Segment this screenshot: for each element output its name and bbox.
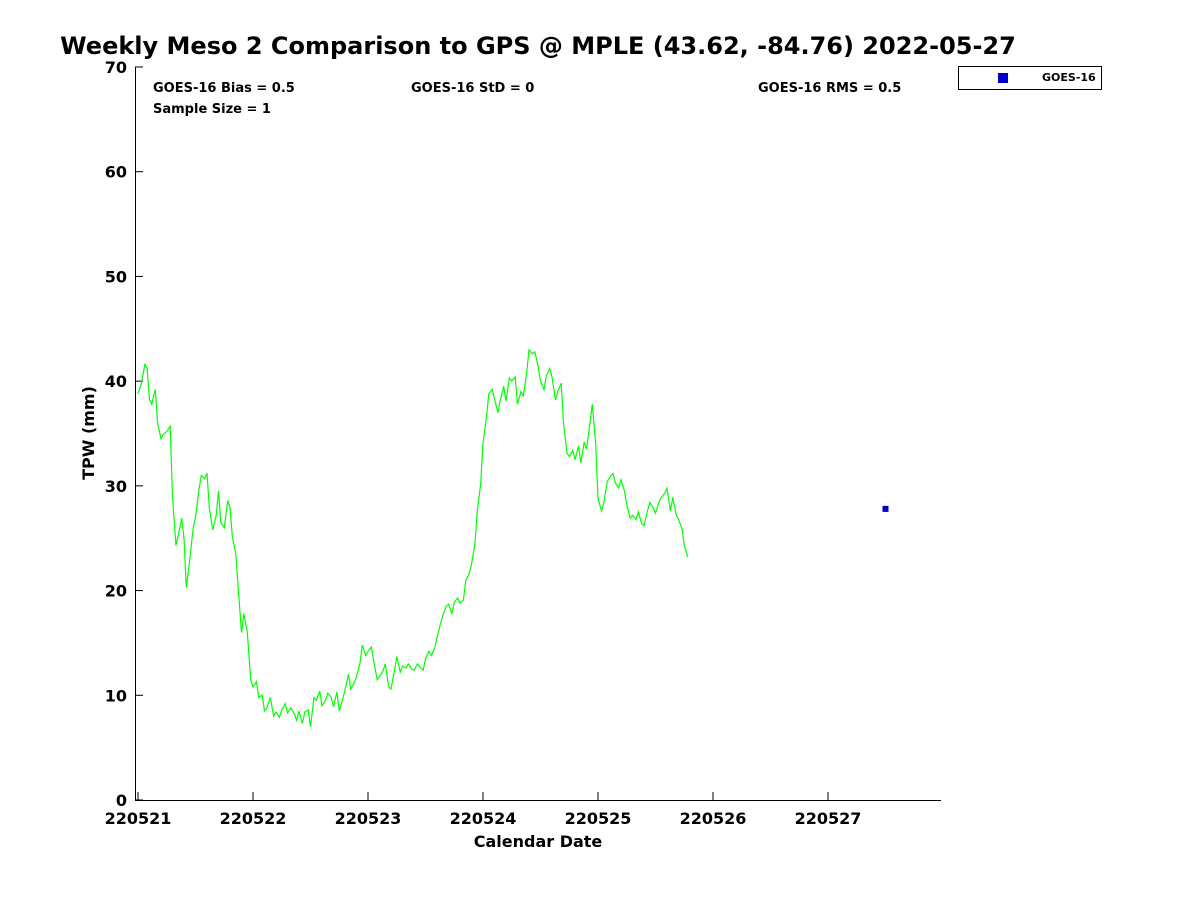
x-tick-label: 220524 (450, 809, 517, 828)
goes16-point (882, 505, 889, 512)
y-tick-label: 50 (105, 267, 127, 286)
chart-title: Weekly Meso 2 Comparison to GPS @ MPLE (… (60, 32, 1016, 60)
x-tick-label: 220525 (565, 809, 632, 828)
y-ticks: 0 10 20 30 40 50 60 70 (105, 58, 143, 810)
plot-frame (135, 67, 941, 801)
x-ticks: 220521 220522 220523 220524 220525 220526 2205… (105, 792, 862, 828)
legend-label-goes16: GOES-16 (1042, 71, 1096, 84)
x-tick-label: 220523 (335, 809, 402, 828)
x-tick-label: 220527 (795, 809, 862, 828)
x-tick-label: 220526 (680, 809, 747, 828)
y-tick-label: 60 (105, 163, 127, 182)
y-tick-label: 70 (105, 58, 127, 77)
y-axis-label: TPW (mm) (79, 386, 98, 480)
stat-rms: GOES-16 RMS = 0.5 (758, 81, 901, 96)
y-tick-label: 30 (105, 477, 127, 496)
series-line-gps (137, 348, 689, 727)
x-tick-label: 220521 (105, 809, 172, 828)
stat-sample-size: Sample Size = 1 (153, 102, 271, 117)
y-tick-label: 0 (116, 791, 127, 810)
y-tick-label: 20 (105, 582, 127, 601)
legend-swatch-goes16 (998, 73, 1008, 83)
stat-std: GOES-16 StD = 0 (411, 81, 534, 96)
y-tick-label: 40 (105, 372, 127, 391)
legend: GOES-16 (958, 66, 1102, 90)
x-tick-label: 220522 (220, 809, 287, 828)
x-axis-label: Calendar Date (474, 832, 603, 851)
legend-box (958, 66, 1102, 90)
stat-bias: GOES-16 Bias = 0.5 (153, 81, 295, 96)
stats-box: GOES-16 Bias = 0.5 GOES-16 StD = 0 GOES-… (153, 81, 901, 117)
goes16-points (882, 505, 889, 512)
y-tick-label: 10 (105, 686, 127, 705)
